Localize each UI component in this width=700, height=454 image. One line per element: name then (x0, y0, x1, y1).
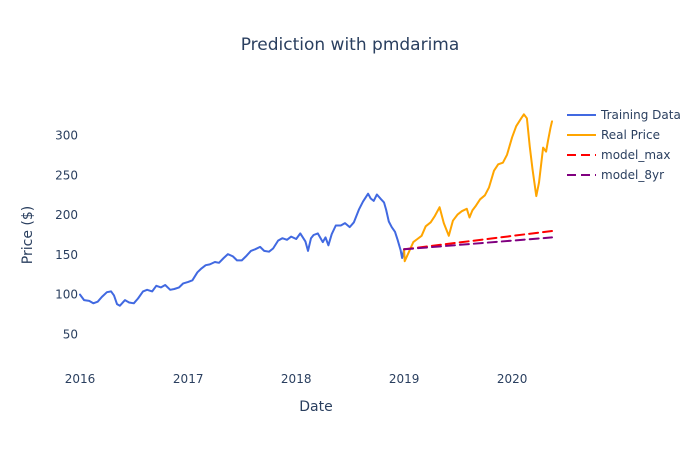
series-line-1 (403, 113, 553, 263)
x-tick-label: 2020 (497, 372, 528, 386)
plot-area (79, 113, 553, 307)
x-axis-title: Date (299, 399, 332, 415)
y-tick-label: 50 (63, 327, 78, 341)
x-axis-ticks: 2016 2017 2018 2019 2020 (65, 372, 528, 386)
y-tick-label: 300 (55, 129, 78, 143)
y-tick-label: 200 (55, 208, 78, 222)
series-line-3 (403, 236, 553, 251)
y-axis-title: Price ($) (20, 206, 36, 264)
y-axis-ticks: 50 100 150 200 250 300 (55, 129, 78, 342)
x-tick-label: 2017 (173, 372, 204, 386)
x-tick-label: 2018 (281, 372, 312, 386)
x-tick-label: 2019 (389, 372, 420, 386)
y-tick-label: 100 (55, 288, 78, 302)
legend-label: Real Price (601, 128, 660, 142)
chart-title: Prediction with pmdarima (241, 35, 460, 55)
legend: Training Data Real Price model_max model_8y… (567, 108, 681, 182)
series-line-2 (403, 230, 553, 251)
legend-label: model_8yr (601, 168, 664, 182)
y-tick-label: 150 (55, 248, 78, 262)
legend-label: model_max (601, 148, 671, 162)
x-tick-label: 2016 (65, 372, 96, 386)
y-tick-label: 250 (55, 168, 78, 182)
legend-label: Training Data (600, 108, 681, 122)
series-line-0 (79, 192, 406, 307)
